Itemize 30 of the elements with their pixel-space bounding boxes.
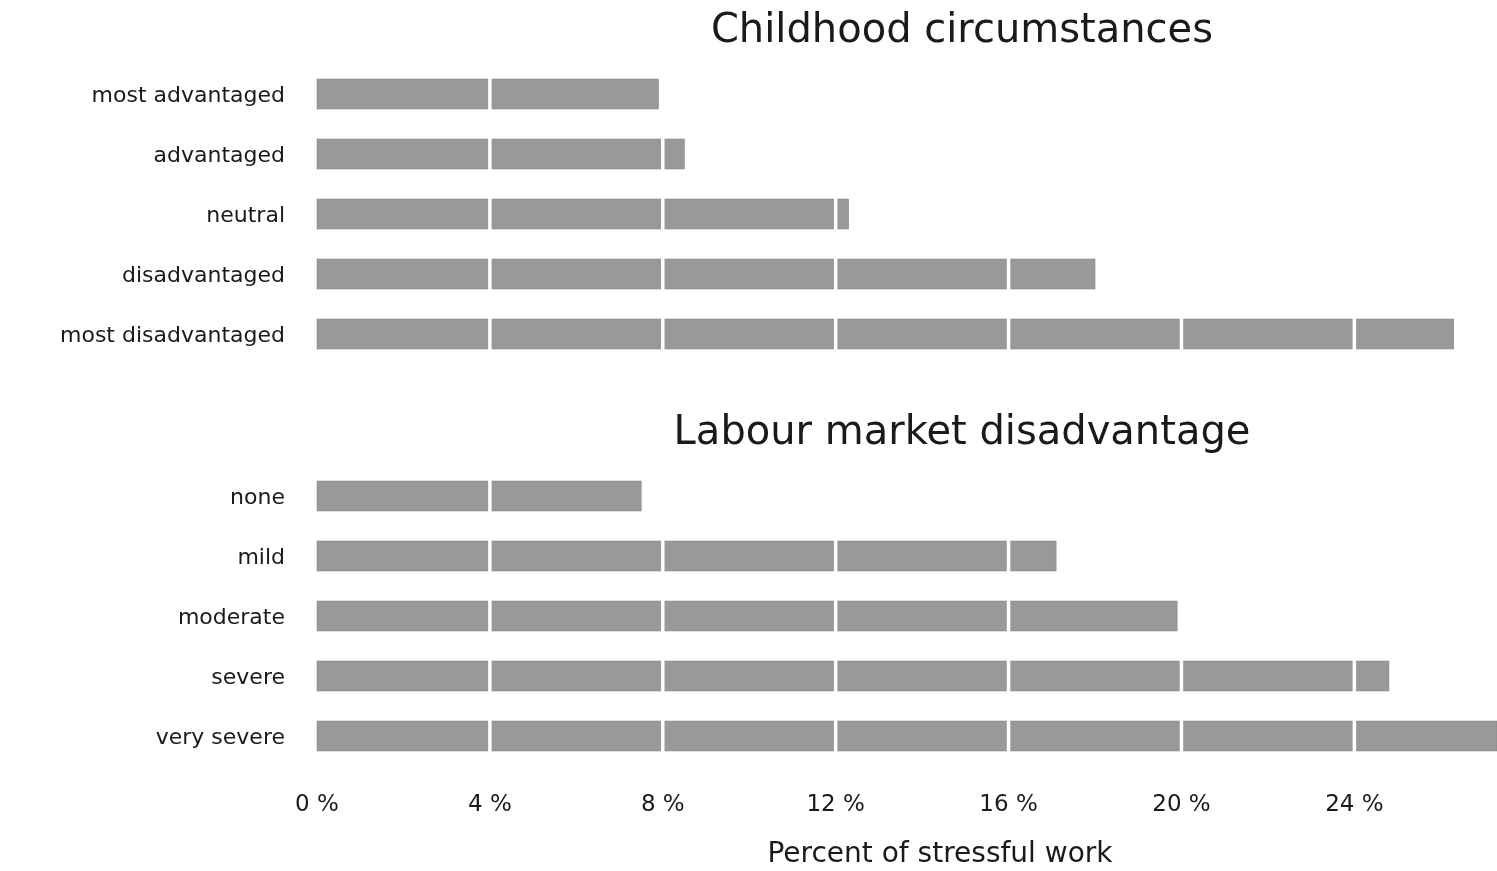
x-tick-label: 0 % (295, 790, 339, 816)
bar (316, 78, 659, 110)
y-tick-label: none (230, 483, 285, 509)
bar (316, 318, 1455, 350)
bar (316, 540, 1057, 572)
bar (316, 138, 685, 170)
bar (316, 480, 642, 512)
y-tick-label: disadvantaged (121, 261, 285, 287)
y-tick-label: severe (211, 663, 285, 689)
x-tick-label: 16 % (979, 790, 1038, 816)
y-tick-label: mild (237, 543, 285, 569)
chart-title: Labour market disadvantage (673, 407, 1251, 453)
y-tick-label: advantaged (153, 141, 285, 167)
x-tick-label: 20 % (1152, 790, 1211, 816)
bar (316, 600, 1178, 632)
y-tick-label: moderate (177, 603, 285, 629)
y-tick-label: neutral (206, 201, 285, 227)
x-tick-label: 8 % (640, 790, 685, 816)
y-tick-label: very severe (155, 723, 285, 749)
bar (316, 720, 1497, 752)
x-tick-label: 12 % (806, 790, 865, 816)
x-axis-title: Percent of stressful work (767, 836, 1114, 869)
bar (316, 258, 1096, 290)
y-tick-label: most advantaged (91, 81, 285, 107)
y-tick-label: most disadvantaged (60, 321, 285, 347)
x-tick-label: 4 % (467, 790, 512, 816)
x-tick-label: 24 % (1325, 790, 1384, 816)
bar (316, 198, 849, 230)
chart-title: Childhood circumstances (710, 5, 1214, 51)
bar (316, 660, 1390, 692)
